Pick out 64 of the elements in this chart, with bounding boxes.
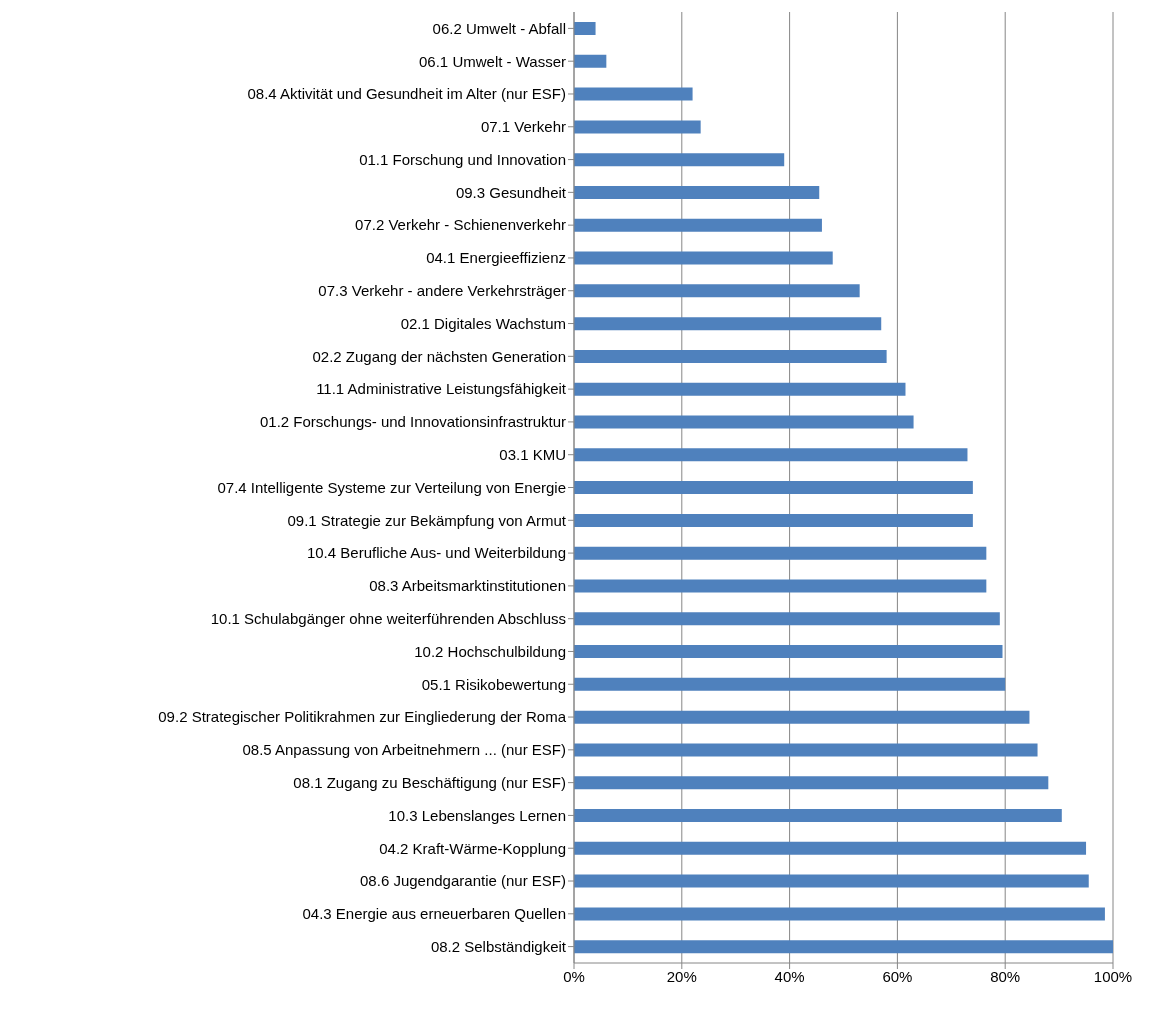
y-tick-label: 08.3 Arbeitsmarktinstitutionen <box>369 577 566 595</box>
bar <box>574 415 914 429</box>
bar <box>574 218 822 232</box>
bar <box>574 940 1113 954</box>
bar <box>574 645 1003 659</box>
y-tick-label: 02.1 Digitales Wachstum <box>400 314 566 332</box>
bar <box>574 54 607 68</box>
y-tick-label: 10.1 Schulabgänger ohne weiterführenden Abschluss <box>210 610 566 627</box>
y-tick-label: 06.2 Umwelt - Abfall <box>432 19 566 37</box>
y-tick-label: 05.1 Risikobewertung <box>421 675 566 693</box>
y-tick-label: 08.2 Selbständigkeit <box>430 937 567 955</box>
x-tick-label: 60% <box>882 967 913 985</box>
y-tick-label: 01.1 Forschung und Innovation <box>359 150 566 168</box>
y-tick-label: 07.2 Verkehr - Schienenverkehr <box>355 216 566 234</box>
y-tick-label: 07.4 Intelligente Systeme zur Verteilung von Energie <box>217 478 566 496</box>
y-tick-label: 11.1 Administrative Leistungsfähigkeit <box>316 380 567 398</box>
bar <box>574 251 833 265</box>
bar <box>574 349 887 363</box>
bar <box>574 743 1038 757</box>
y-tick-label: 04.3 Energie aus erneuerbaren Quellen <box>302 905 566 923</box>
bar <box>574 317 882 331</box>
bar <box>574 907 1105 921</box>
y-tick-label: 08.5 Anpassung von Arbeitnehmern ... (nur ESF) <box>242 741 566 759</box>
bar <box>574 22 596 35</box>
bar <box>574 579 987 593</box>
bar <box>574 284 860 298</box>
bar <box>574 153 785 167</box>
y-tick-label: 10.3 Lebenslanges Lernen <box>388 806 566 824</box>
y-tick-label: 01.2 Forschungs- und Innovationsinfrastruktur <box>260 413 566 431</box>
bar <box>574 382 906 396</box>
x-tick-label: 80% <box>990 967 1021 985</box>
bar <box>574 710 1030 724</box>
bar <box>574 841 1087 855</box>
x-tick-label: 20% <box>666 967 697 985</box>
y-tick-label: 07.3 Verkehr - andere Verkehrsträger <box>318 282 566 300</box>
y-tick-label: 09.2 Strategischer Politikrahmen zur Eingliederung der Roma <box>158 708 567 726</box>
y-tick-label: 08.6 Jugendgarantie (nur ESF) <box>360 872 566 890</box>
y-tick-label: 10.2 Hochschulbildung <box>414 642 566 660</box>
y-tick-label: 03.1 KMU <box>499 446 566 464</box>
y-tick-label: 09.1 Strategie zur Bekämpfung von Armut <box>287 511 567 529</box>
x-tick-label: 40% <box>774 967 805 985</box>
bar <box>574 87 693 101</box>
bar <box>574 546 987 560</box>
bar <box>574 513 973 527</box>
x-tick-label: 0% <box>563 967 585 985</box>
bar <box>574 120 701 134</box>
y-tick-label: 09.3 Gesundheit <box>455 183 567 201</box>
y-tick-label: 07.1 Verkehr <box>480 118 566 136</box>
x-tick-label: 100% <box>1093 967 1133 985</box>
y-tick-label: 06.1 Umwelt - Wasser <box>419 52 566 70</box>
bar <box>574 677 1006 691</box>
y-tick-label: 02.2 Zugang der nächsten Generation <box>312 347 566 365</box>
bar <box>574 185 820 199</box>
bar <box>574 448 968 462</box>
bar <box>574 481 973 495</box>
bar <box>574 809 1062 823</box>
y-tick-label: 08.4 Aktivität und Gesundheit im Alter (nur ESF) <box>247 85 566 103</box>
y-tick-label: 10.4 Berufliche Aus- und Weiterbildung <box>306 544 566 562</box>
y-tick-label: 04.2 Kraft-Wärme-Kopplung <box>379 839 566 857</box>
y-tick-label: 04.1 Energieeffizienz <box>426 249 566 267</box>
bar <box>574 874 1089 888</box>
y-tick-label: 08.1 Zugang zu Beschäftigung (nur ESF) <box>293 773 566 791</box>
bar <box>574 612 1000 626</box>
bar <box>574 776 1049 790</box>
